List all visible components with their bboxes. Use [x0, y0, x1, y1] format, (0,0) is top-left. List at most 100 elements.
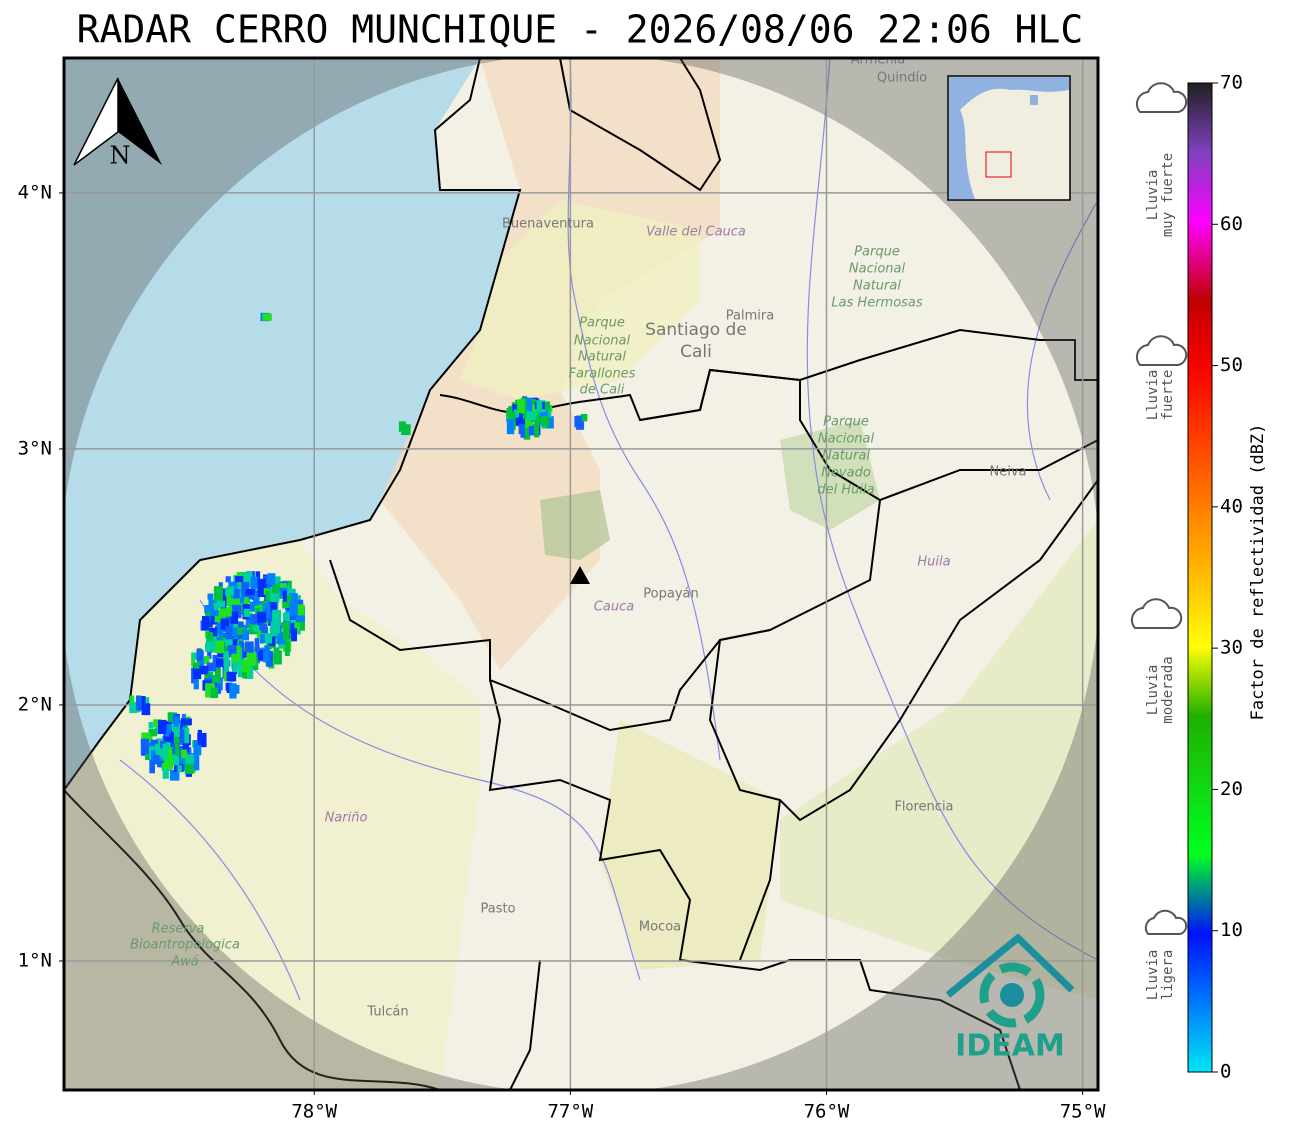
echo [192, 652, 198, 660]
echo [295, 622, 300, 631]
park-label: Parque [854, 245, 900, 260]
echo [211, 675, 221, 683]
region-shading [600, 720, 780, 970]
park-label: de Cali [580, 383, 625, 398]
park-label: Nacional [849, 262, 906, 277]
colorbar-tick-label: 70 [1220, 72, 1243, 94]
echo [289, 593, 298, 603]
echo [130, 695, 135, 702]
echo [541, 415, 550, 427]
echo [182, 740, 190, 752]
echo [180, 749, 188, 759]
park-shading [540, 490, 610, 560]
echo [253, 651, 261, 659]
park-label: Las Hermosas [831, 296, 923, 311]
echo [220, 618, 229, 630]
echo [204, 604, 210, 614]
x-tick-label: 78°W [291, 1101, 337, 1123]
echo [225, 626, 233, 640]
echo [213, 632, 223, 643]
echo [193, 679, 199, 690]
echo [149, 759, 155, 774]
rain-level-label: muy fuerte [1160, 153, 1176, 237]
echo [282, 590, 287, 602]
place-label: Tulcán [366, 1005, 408, 1020]
echo [263, 647, 270, 663]
echo [215, 640, 225, 654]
echo [262, 633, 273, 644]
rain-icons [1130, 82, 1188, 935]
echo [260, 634, 265, 644]
echo [233, 621, 243, 628]
echo [227, 645, 237, 655]
map: Buenaventura Valle del Cauca Palmira San… [64, 58, 1098, 1090]
north-label: N [110, 142, 131, 170]
echo [523, 397, 532, 413]
echo [265, 650, 273, 667]
echo [197, 729, 202, 746]
echo [515, 417, 526, 426]
ocean [64, 58, 520, 790]
rain-level-label: Lluvia [1145, 170, 1161, 221]
radar-site [570, 566, 590, 584]
echo [240, 592, 249, 602]
park-label: del Huila [817, 483, 874, 498]
rivers [119, 58, 1098, 1001]
echo [225, 606, 232, 617]
echo [282, 624, 290, 640]
y-tick-label: 1°N [18, 949, 52, 971]
echo [219, 606, 228, 617]
echo [256, 578, 266, 586]
echo [153, 719, 162, 728]
echo [206, 632, 213, 646]
echo [257, 650, 266, 661]
echo [231, 599, 240, 609]
echo [253, 625, 260, 632]
echo [278, 642, 288, 649]
echo [229, 622, 238, 635]
echo [164, 724, 172, 737]
echo [151, 750, 156, 762]
park-label: Parque [579, 316, 625, 331]
echo [173, 755, 179, 766]
echo [223, 638, 233, 650]
echo [174, 743, 180, 757]
echo [179, 728, 185, 744]
echo [225, 576, 231, 583]
echo [508, 412, 516, 425]
place-label: Nariño [325, 811, 368, 826]
echo [214, 609, 223, 623]
rain-level-label: Lluvia [1145, 950, 1161, 1001]
echo [216, 600, 226, 608]
echo [193, 755, 200, 771]
echo [207, 593, 214, 600]
echo [580, 414, 588, 422]
region-shading [780, 520, 1098, 1000]
axes: 78°W 77°W 76°W 75°W 4°N 3°N 2°N 1°N [18, 181, 1106, 1122]
echo [162, 766, 169, 779]
park-label: Nacional [818, 432, 875, 447]
park-shading [780, 420, 880, 530]
echo [254, 638, 260, 652]
region-shading [460, 200, 700, 400]
echo [155, 743, 165, 755]
y-tick-label: 4°N [18, 181, 52, 203]
echo [210, 687, 219, 699]
echo [157, 719, 167, 734]
place-label: Popayán [643, 587, 698, 602]
x-tick-label: 76°W [804, 1101, 850, 1123]
place-label: Buenaventura [502, 217, 594, 232]
echo [273, 620, 281, 634]
echo [140, 738, 150, 754]
echo [230, 684, 240, 694]
echo [293, 599, 304, 609]
park-label: Nacional [574, 334, 631, 349]
echo [262, 313, 272, 321]
echo [232, 635, 238, 649]
rain-level-label: fuerte [1160, 370, 1176, 421]
place-label: Neiva [990, 465, 1027, 480]
echo [534, 421, 540, 438]
map-frame [62, 56, 1100, 1092]
echo [296, 604, 305, 616]
